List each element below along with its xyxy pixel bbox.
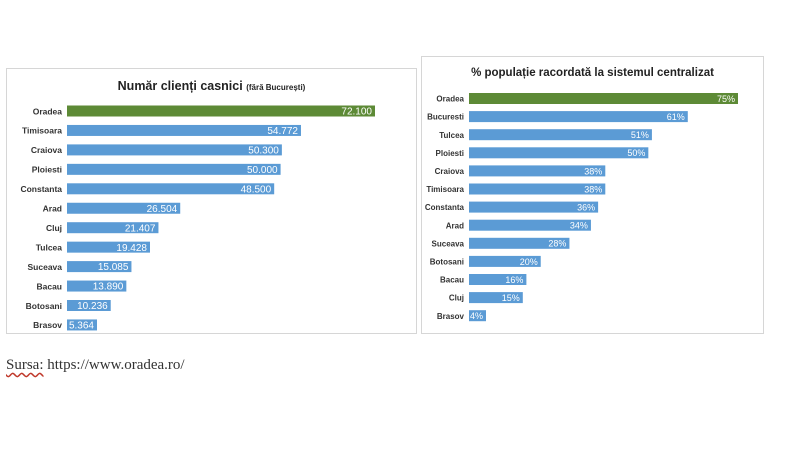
clients-value-label: 26.504 (147, 204, 178, 215)
connection-category-label: Suceava (432, 239, 465, 248)
clients-category-label: Cluj (46, 223, 62, 233)
connection-bar-chart: Oradea 75% Bucuresti 61% Tulcea 51% Ploiesti 50… (425, 93, 738, 322)
connection-category-label: Timisoara (426, 185, 464, 194)
connection-bar (469, 219, 591, 231)
connection-value-label: 38% (584, 166, 602, 176)
clients-chart-title: Număr clienți casnici (fără București) (7, 79, 416, 93)
connection-category-label: Bacau (440, 276, 464, 285)
connection-category-label: Cluj (449, 294, 464, 303)
clients-value-label: 48.500 (241, 184, 272, 195)
clients-bar-chart: Oradea 72.100 Timisoara 54.772 Craiova 50.300… (20, 105, 375, 332)
connection-chart-title: % populație racordată la sistemul centra… (471, 67, 714, 79)
connection-bar (469, 129, 652, 141)
connection-category-label: Brasov (437, 312, 465, 321)
connection-bar (469, 165, 606, 177)
source-note: Sursa: https://www.oradea.ro/ (6, 357, 185, 374)
connection-value-label: 16% (505, 275, 523, 285)
connection-bar (469, 274, 527, 285)
clients-bar (67, 183, 275, 195)
connection-value-label: 50% (627, 148, 645, 158)
clients-bar (67, 163, 281, 175)
clients-bar (67, 222, 159, 234)
clients-category-label: Suceava (28, 262, 63, 272)
connection-bar (469, 93, 738, 104)
connection-value-label: 4% (470, 311, 483, 321)
connection-category-label: Craiova (435, 167, 465, 176)
clients-category-label: Timisoara (22, 126, 62, 136)
clients-bar (67, 261, 132, 273)
source-label: Sursa: (6, 357, 44, 373)
connection-bar (469, 237, 570, 249)
clients-chart-title-text: Număr clienți casnici (117, 79, 243, 93)
connection-bar (469, 255, 541, 267)
connection-bar (469, 310, 486, 322)
clients-category-label: Tulcea (36, 242, 63, 252)
clients-category-label: Arad (43, 204, 62, 214)
clients-value-label: 50.300 (248, 146, 279, 157)
clients-value-label: 72.100 (341, 107, 372, 118)
connection-value-label: 28% (548, 239, 566, 249)
clients-category-label: Constanta (20, 184, 62, 194)
connection-value-label: 75% (717, 94, 735, 104)
clients-category-label: Brasov (33, 320, 62, 330)
clients-category-label: Oradea (33, 106, 63, 116)
clients-value-label: 15.085 (98, 262, 129, 273)
connection-value-label: 36% (577, 202, 595, 212)
clients-bar (67, 241, 150, 253)
clients-category-label: Botosani (26, 301, 62, 311)
clients-category-label: Craiova (31, 145, 62, 155)
clients-chart-panel: Număr clienți casnici (fără București) O… (6, 68, 417, 334)
connection-value-label: 38% (584, 184, 602, 194)
clients-chart-subtitle: (fără București) (246, 83, 306, 92)
connection-bar (469, 147, 649, 159)
connection-category-label: Bucuresti (427, 113, 464, 122)
clients-bar (67, 124, 301, 136)
connection-bar (469, 292, 523, 304)
clients-value-label: 5.364 (69, 321, 94, 332)
clients-value-label: 10.236 (77, 301, 108, 312)
connection-category-label: Botosani (430, 258, 464, 267)
clients-bar (67, 319, 97, 331)
connection-bar (469, 111, 688, 123)
connection-category-label: Ploiesti (436, 149, 464, 158)
clients-bar (67, 202, 181, 214)
clients-value-label: 19.428 (116, 243, 147, 254)
connection-category-label: Constanta (425, 203, 465, 212)
source-link[interactable]: https://www.oradea.ro/ (47, 357, 185, 373)
connection-value-label: 61% (667, 112, 685, 122)
clients-value-label: 54.772 (267, 126, 298, 137)
connection-bar (469, 183, 606, 195)
connection-category-label: Tulcea (439, 131, 464, 140)
clients-value-label: 50.000 (247, 165, 278, 176)
clients-category-label: Bacau (36, 281, 62, 291)
clients-category-label: Ploiesti (32, 165, 62, 175)
clients-value-label: 13.890 (93, 282, 124, 293)
connection-value-label: 51% (631, 130, 649, 140)
connection-bar (469, 201, 599, 213)
connection-value-label: 34% (570, 221, 588, 231)
clients-bar (67, 280, 127, 292)
connection-category-label: Arad (446, 221, 464, 230)
connection-chart-panel: % populație racordată la sistemul centra… (421, 56, 764, 334)
connection-value-label: 20% (520, 257, 538, 267)
clients-bar (67, 144, 282, 156)
clients-bar (67, 105, 375, 117)
connection-value-label: 15% (502, 293, 520, 303)
clients-value-label: 21.407 (125, 223, 156, 234)
connection-category-label: Oradea (436, 95, 464, 104)
clients-bar (67, 300, 111, 311)
